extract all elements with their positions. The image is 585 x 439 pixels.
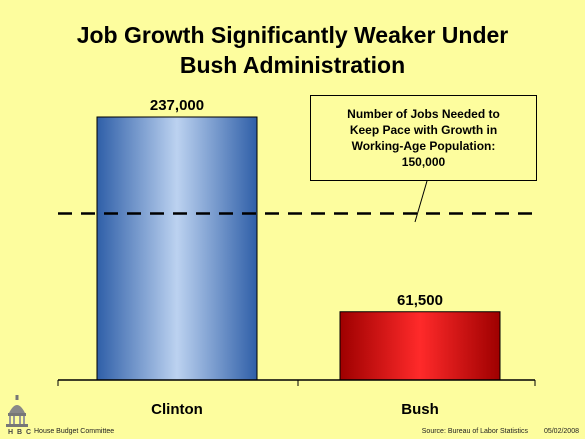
category-label-clinton: Clinton xyxy=(151,401,203,418)
bar-bush xyxy=(339,311,501,381)
chart-title: Job Growth Significantly Weaker Under Bu… xyxy=(0,20,585,80)
labels-layer: 237,000 Clinton 61,500 Bush xyxy=(150,97,443,418)
bars-layer xyxy=(96,116,501,381)
footer-organization: House Budget Committee xyxy=(34,428,115,435)
capitol-dome-icon xyxy=(6,395,28,427)
callout-line2: Keep Pace with Growth in xyxy=(349,123,498,137)
chart-title-line1: Job Growth Significantly Weaker Under xyxy=(76,22,509,48)
footer-source: Source: Bureau of Labor Statistics xyxy=(421,428,528,435)
callout-pointer-line xyxy=(414,180,428,223)
callout-line4: 150,000 xyxy=(401,155,446,169)
footer-left: H B C House Budget Committee xyxy=(4,395,115,436)
footer-date: 05/02/2008 xyxy=(543,428,579,435)
callout-line3: Working-Age Population: xyxy=(351,139,496,153)
chart-title-line2: Bush Administration xyxy=(179,52,406,78)
callout-line1: Number of Jobs Needed to xyxy=(347,107,500,121)
x-axis-ticks xyxy=(57,380,536,386)
value-label-bush: 61,500 xyxy=(397,292,443,309)
callout-box: Number of Jobs Needed to Keep Pace with … xyxy=(310,95,537,181)
value-label-clinton: 237,000 xyxy=(150,97,204,114)
hbc-logo-text: H B C xyxy=(8,429,33,436)
category-label-bush: Bush xyxy=(401,401,439,418)
footer-right: Source: Bureau of Labor Statistics 05/02… xyxy=(422,428,579,435)
bar-clinton xyxy=(96,116,258,381)
